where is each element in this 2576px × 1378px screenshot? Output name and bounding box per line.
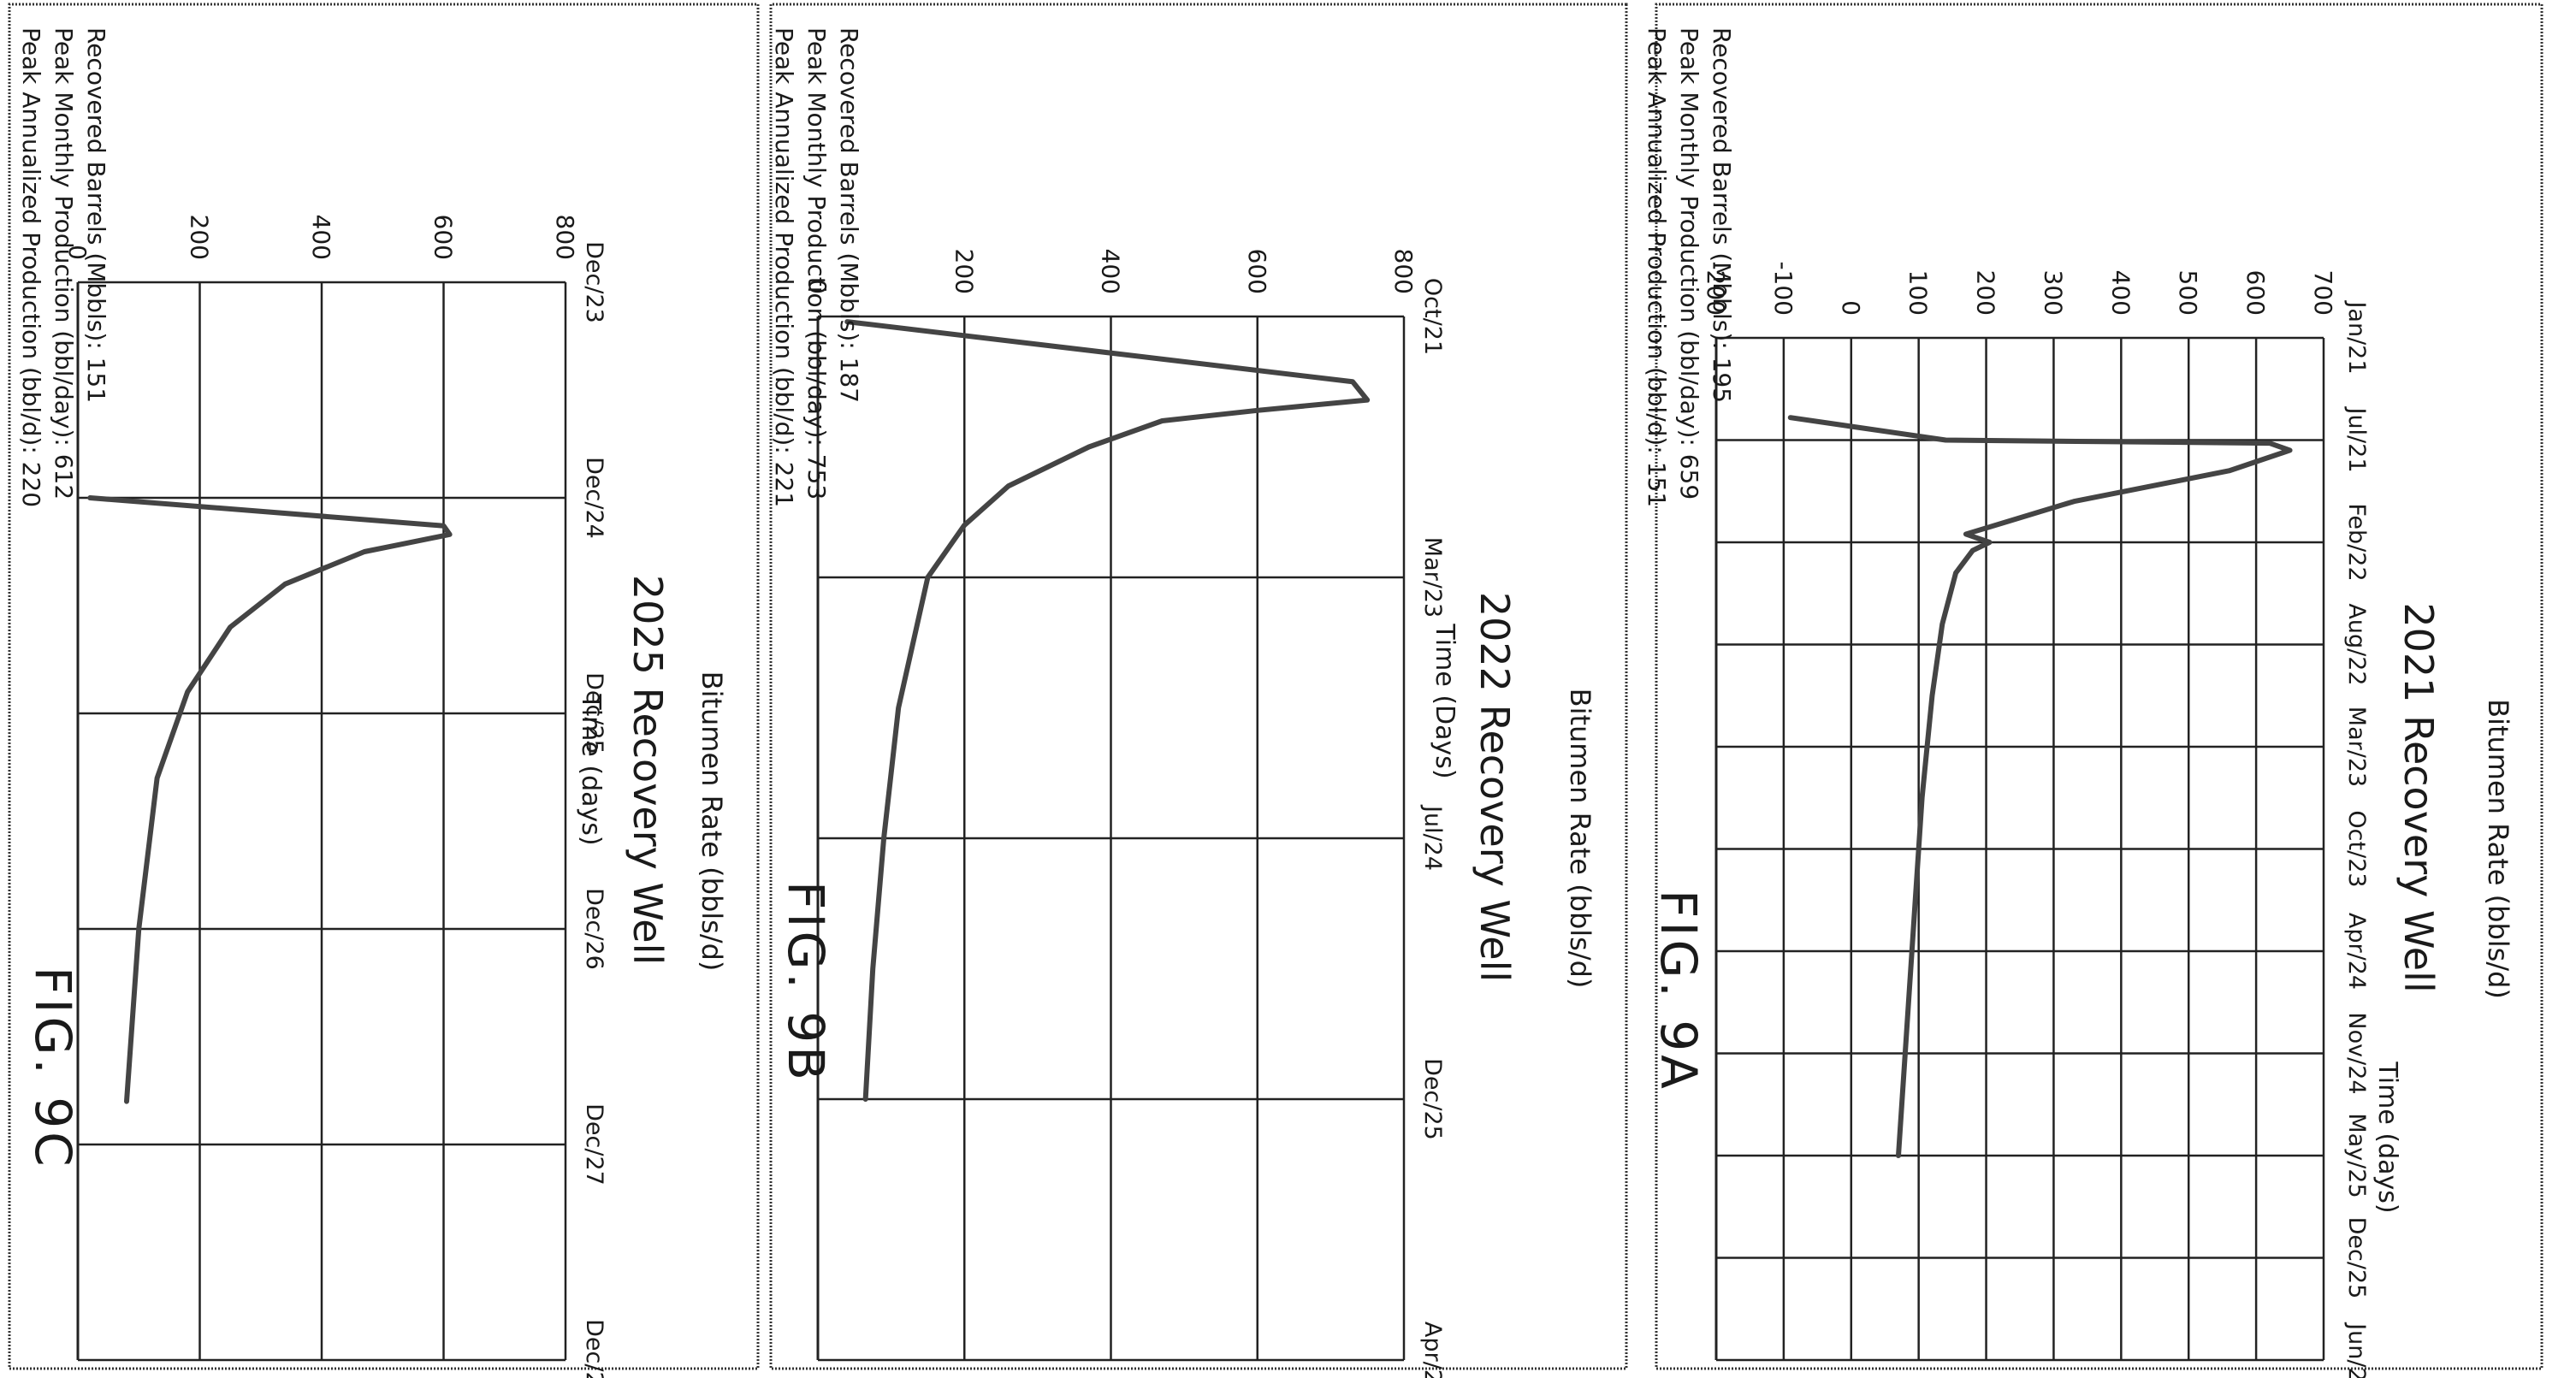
x-tick-label: Apr/24 — [2343, 913, 2370, 990]
recovered-barrels-text: Recovered Barrels (Mbbls): 187 — [835, 27, 863, 404]
x-tick-label: Aug/22 — [2343, 603, 2370, 685]
series-line — [844, 319, 1371, 1102]
y-tick-label: 700 — [2309, 270, 2337, 316]
figure-9a-label: FIG. 9A — [1649, 890, 1708, 1092]
figure-9a-panel: -200 -100 0 100 200 300 400 500 600 700 Jan/21 Jul/… — [1635, 0, 2576, 1378]
x-tick-label: Dec/24 — [581, 457, 607, 539]
x-tick-label: Mar/23 — [1419, 537, 1446, 618]
peak-monthly-text: Peak Monthly Production (bbl/day): 612 — [50, 27, 78, 500]
x-tick-label: Dec/25 — [2343, 1217, 2370, 1299]
chart-frame — [8, 3, 760, 1370]
y-tick-label: -200 — [1702, 261, 1730, 316]
y-tick-label: 500 — [2174, 270, 2202, 316]
x-tick-label: May/25 — [2343, 1113, 2370, 1198]
figure-9c-stats: Recovered Barrels (Mbbls): 151 Peak Mont… — [15, 27, 112, 507]
recovered-barrels-text: Recovered Barrels (Mbbls): 151 — [82, 27, 110, 404]
x-tick-label: Jul/21 — [2343, 405, 2370, 472]
y-axis-title: Bitumen Rate (bbls/d) — [2482, 699, 2514, 999]
y-tick-label: 400 — [1097, 249, 1125, 294]
y-tick-label: 0 — [1837, 300, 1865, 316]
y-tick-label: 400 — [307, 215, 335, 260]
x-tick-label: Feb/22 — [2343, 503, 2370, 581]
y-tick-label: 600 — [429, 215, 458, 260]
x-tick-label: Dec/27 — [581, 1103, 607, 1186]
y-tick-label: 100 — [1904, 270, 1933, 316]
x-tick-label: Dec/26 — [581, 888, 607, 970]
chart-frame — [1655, 3, 2543, 1370]
chart-title: 2022 Recovery Well — [1472, 592, 1518, 982]
series-line — [1787, 415, 2293, 1158]
x-tick-label: Apr/27 — [1419, 1322, 1446, 1378]
chart-frame — [769, 3, 1628, 1370]
x-tick-label: Dec/25 — [581, 672, 607, 754]
peak-annualized-text: Peak Annualized Production (bbl/d): 221 — [770, 27, 798, 508]
x-tick-label: Jul/24 — [1419, 804, 1446, 871]
peak-monthly-text: Peak Monthly Production (bbl/day): 753 — [802, 27, 831, 500]
y-tick-label: 200 — [1972, 270, 2000, 316]
peak-annualized-text: Peak Annualized Production (bbl/d): 220 — [17, 27, 45, 508]
series-line — [87, 495, 453, 1104]
y-tick-label: 600 — [2241, 270, 2270, 316]
x-axis-title: Time (days) — [2372, 1061, 2402, 1213]
y-axis-title: Bitumen Rate (bbls/d) — [696, 671, 728, 972]
x-tick-label: Oct/23 — [2343, 810, 2370, 887]
chart-title: 2025 Recovery Well — [625, 575, 671, 965]
y-tick-label: 600 — [1243, 249, 1271, 294]
y-tick-label: 0 — [63, 245, 92, 260]
y-tick-label: 800 — [551, 215, 579, 260]
x-tick-label: Jan/21 — [2343, 299, 2370, 374]
y-tick-label: 200 — [186, 215, 214, 260]
recovered-barrels-text: Recovered Barrels (Mbbls): 195 — [1708, 27, 1736, 404]
x-tick-label: Mar/23 — [2343, 707, 2370, 787]
x-tick-label: Oct/21 — [1419, 278, 1446, 355]
y-tick-label: -100 — [1769, 261, 1797, 316]
x-tick-label: Dec/25 — [1419, 1058, 1446, 1140]
x-tick-label: Jun/26 — [2343, 1322, 2370, 1378]
x-axis-title: Time (Days) — [1430, 623, 1460, 778]
figure-9b-label: FIG. 9B — [777, 881, 835, 1084]
figure-9b-stats: Recovered Barrels (Mbbls): 187 Peak Mont… — [767, 27, 865, 507]
x-tick-label: Dec/23 — [581, 241, 607, 323]
figure-9a-stats: Recovered Barrels (Mbbls): 195 Peak Mont… — [1640, 27, 1738, 507]
y-tick-label: 800 — [1389, 249, 1418, 294]
chart-title: 2021 Recovery Well — [2395, 602, 2442, 992]
peak-annualized-text: Peak Annualized Production (bbl/d): 151 — [1643, 27, 1671, 508]
y-axis-title: Bitumen Rate (bbls/d) — [1564, 689, 1596, 989]
figure-9b-panel: 0 200 400 600 800 Oct/21 Mar/23 Jul/24 Dec/25 Apr… — [762, 0, 1635, 1378]
x-tick-label: Nov/24 — [2343, 1012, 2370, 1094]
y-tick-label: 400 — [2106, 270, 2135, 316]
peak-monthly-text: Peak Monthly Production (bbl/day): 659 — [1675, 27, 1703, 500]
figure-9c-label: FIG. 9C — [24, 967, 82, 1170]
y-tick-label: 300 — [2039, 270, 2067, 316]
figure-9c-panel: 0 200 400 600 800 Dec/23 Dec/24 Dec/25 Dec/26 Dec… — [0, 0, 762, 1378]
y-tick-label: 200 — [950, 249, 978, 294]
x-axis-title: Time (days) — [576, 693, 606, 845]
x-tick-label: Dec/28 — [581, 1319, 607, 1378]
y-tick-label: 0 — [803, 279, 832, 294]
